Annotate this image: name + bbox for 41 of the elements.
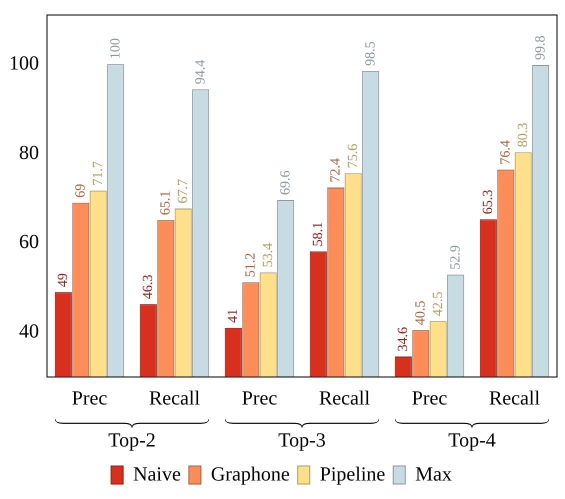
data-label: 80.3 bbox=[516, 122, 531, 148]
x-tick-label: Recall bbox=[148, 387, 200, 410]
text: Top-4 bbox=[448, 429, 496, 452]
y-tick-label: 40 bbox=[19, 320, 39, 343]
x-tick-label: Prec bbox=[412, 387, 448, 410]
legend-label: Pipeline bbox=[320, 463, 386, 486]
x-tick-label: Recall bbox=[318, 387, 370, 410]
data-label: 40.5 bbox=[413, 300, 428, 326]
data-label: 72.4 bbox=[328, 158, 344, 183]
legend-label: Max bbox=[415, 463, 452, 486]
text: Top-3 bbox=[278, 429, 326, 452]
data-label: 67.7 bbox=[176, 179, 191, 204]
data-label: 42.5 bbox=[430, 292, 446, 316]
data-label: 65.1 bbox=[158, 190, 174, 216]
data-label: 34.6 bbox=[396, 326, 412, 352]
data-label: 51.2 bbox=[243, 252, 258, 278]
legend-label: Naive bbox=[133, 463, 181, 486]
y-tick-label: 60 bbox=[19, 231, 39, 254]
data-label: 69 bbox=[73, 184, 88, 198]
data-label: 76.4 bbox=[498, 140, 514, 165]
data-label: 69.6 bbox=[278, 170, 294, 196]
data-label: 65.3 bbox=[481, 190, 496, 214]
data-label: 100 bbox=[108, 38, 124, 60]
data-label: 71.7 bbox=[90, 161, 106, 186]
x-tick-label: Prec bbox=[72, 387, 108, 410]
data-label: 53.4 bbox=[260, 242, 276, 268]
data-label: 41 bbox=[226, 308, 242, 323]
y-tick-label: 80 bbox=[19, 142, 39, 164]
data-label: 99.8 bbox=[533, 36, 548, 60]
x-tick-label: Prec bbox=[242, 387, 278, 410]
data-label: 52.9 bbox=[448, 245, 464, 270]
data-label: 75.6 bbox=[346, 144, 361, 168]
data-label: 46.3 bbox=[141, 274, 156, 300]
legend-label: Graphone bbox=[210, 463, 290, 486]
data-label: 94.4 bbox=[193, 60, 208, 84]
data-label: 58.1 bbox=[311, 222, 326, 246]
data-label: 49 bbox=[56, 273, 72, 288]
x-tick-label: Recall bbox=[488, 387, 540, 410]
data-label: 98.5 bbox=[363, 41, 378, 66]
y-tick-label: 100 bbox=[9, 52, 39, 74]
text: Top-2 bbox=[108, 429, 156, 452]
